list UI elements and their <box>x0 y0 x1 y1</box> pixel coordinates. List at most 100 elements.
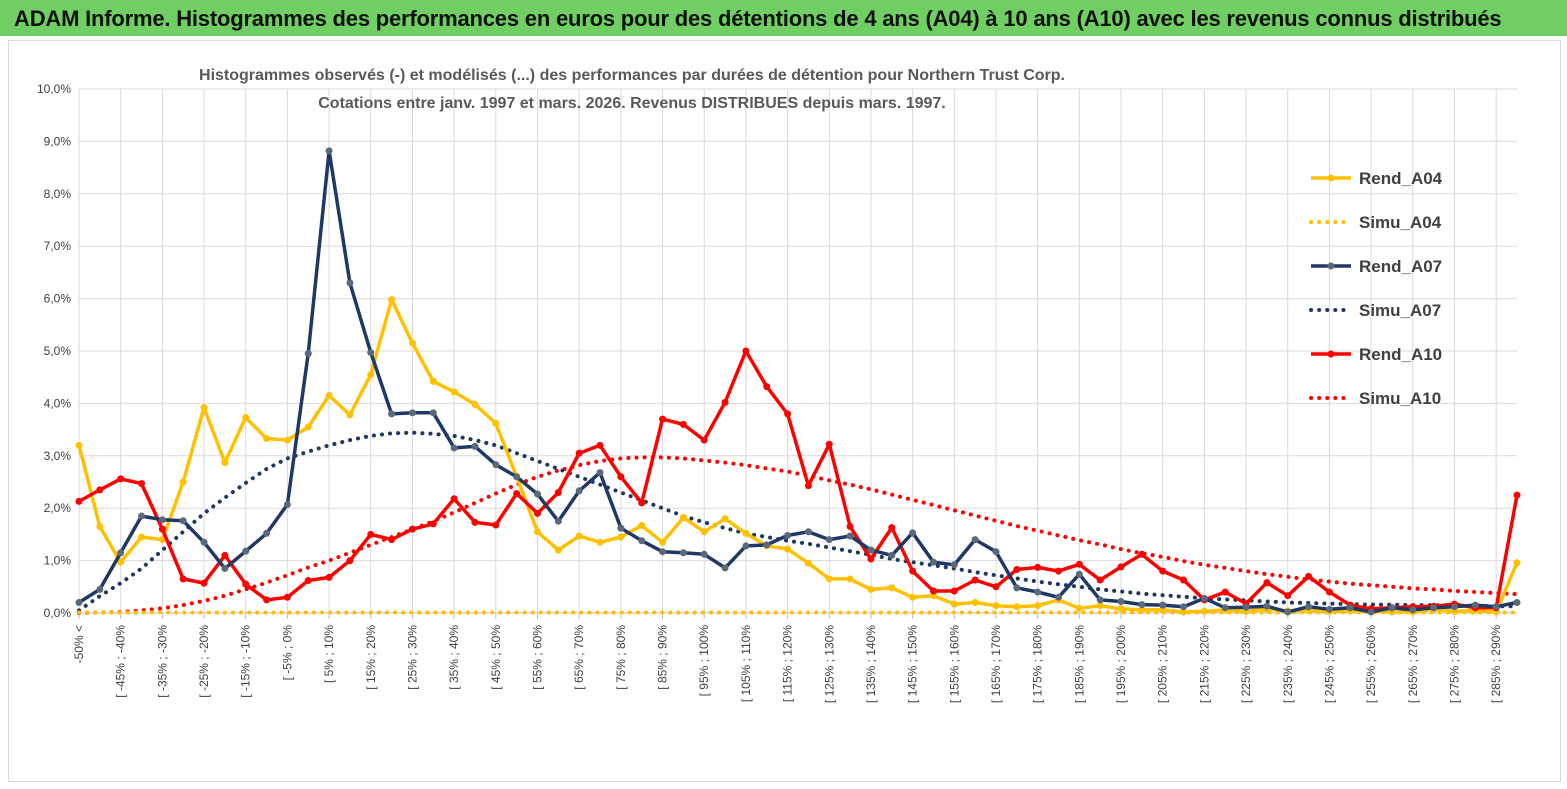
y-tick-label: 9,0% <box>44 134 72 148</box>
legend-marker <box>1327 174 1335 182</box>
data-point <box>846 523 854 531</box>
legend-label: Simu_A07 <box>1359 301 1441 320</box>
y-tick-label: 4,0% <box>44 396 72 410</box>
data-point <box>909 529 917 537</box>
data-point <box>450 495 458 503</box>
data-point <box>283 436 291 444</box>
data-point <box>221 551 229 559</box>
data-point <box>1471 601 1479 609</box>
data-point <box>742 347 750 355</box>
data-point <box>179 478 187 486</box>
data-point <box>1075 604 1083 612</box>
x-tick-label: [ 235% ; 240% <box>1281 625 1295 703</box>
legend-label: Rend_A07 <box>1359 257 1442 276</box>
data-point <box>221 459 229 467</box>
x-tick-label: [ 175% ; 180% <box>1031 625 1045 703</box>
data-point <box>804 482 812 490</box>
data-point <box>1242 603 1250 611</box>
data-point <box>304 350 312 358</box>
data-point <box>75 599 83 607</box>
data-point <box>138 533 146 541</box>
y-tick-label: 7,0% <box>44 239 72 253</box>
legend: Rend_A04 Simu_A04 Rend_A07 Simu_A07 Rend_A10… <box>1309 169 1443 408</box>
data-point <box>596 441 604 449</box>
data-point <box>242 580 250 588</box>
data-point <box>1180 603 1188 611</box>
data-point <box>1096 576 1104 584</box>
x-tick-label: [ 35% ; 40% <box>447 625 461 690</box>
data-point <box>325 573 333 581</box>
x-tick-label: [ 225% ; 230% <box>1239 625 1253 703</box>
x-tick-label: [ 95% ; 100% <box>697 625 711 697</box>
data-point <box>950 561 958 569</box>
data-point <box>158 536 166 544</box>
x-tick-label: [ 125% ; 130% <box>822 625 836 703</box>
data-point <box>1055 593 1063 601</box>
y-tick-label: 2,0% <box>44 501 72 515</box>
data-point <box>888 524 896 532</box>
data-point <box>763 541 771 549</box>
data-point <box>679 549 687 557</box>
data-point <box>575 532 583 540</box>
data-point <box>992 548 1000 556</box>
data-point <box>1513 491 1521 499</box>
data-point <box>138 512 146 520</box>
data-point <box>1138 606 1146 614</box>
data-point <box>929 587 937 595</box>
legend-item: Rend_A07 <box>1311 257 1442 276</box>
series-line <box>77 430 1519 613</box>
data-point <box>75 497 83 505</box>
chart-frame: 0,0% 1,0% 2,0% 3,0% 4,0% 5,0% 6,0% 7,0% 8,0% 9,0%… <box>8 40 1561 782</box>
data-point <box>533 509 541 517</box>
x-tick-label: [ -25% ; -20% <box>197 625 211 698</box>
data-point <box>283 501 291 509</box>
data-point <box>784 545 792 553</box>
data-point <box>471 518 479 526</box>
x-tick-label: [ 155% ; 160% <box>947 625 961 703</box>
legend-label: Rend_A04 <box>1359 169 1443 188</box>
data-point <box>1013 584 1021 592</box>
data-point <box>1513 599 1521 607</box>
data-point <box>408 525 416 533</box>
y-tick-label: 8,0% <box>44 187 72 201</box>
data-point <box>909 593 917 601</box>
data-point <box>617 533 625 541</box>
data-point <box>1117 563 1125 571</box>
data-point <box>1450 603 1458 611</box>
data-point <box>721 398 729 406</box>
data-point <box>117 549 125 557</box>
legend-item: Rend_A10 <box>1311 345 1442 364</box>
series-line <box>78 349 1519 611</box>
data-point <box>1034 563 1042 571</box>
data-point <box>513 490 521 498</box>
data-point <box>96 585 104 593</box>
data-point <box>346 411 354 419</box>
series-line <box>78 149 1518 614</box>
data-point <box>575 487 583 495</box>
data-point <box>304 423 312 431</box>
data-point <box>450 388 458 396</box>
data-point <box>179 517 187 525</box>
data-point <box>992 602 1000 610</box>
data-point <box>408 339 416 347</box>
data-point <box>408 409 416 417</box>
data-point <box>1346 604 1354 612</box>
data-point <box>1325 605 1333 613</box>
legend-label: Simu_A10 <box>1359 389 1441 408</box>
data-point <box>1013 566 1021 574</box>
data-point <box>575 449 583 457</box>
data-point <box>1138 550 1146 558</box>
data-point <box>471 400 479 408</box>
data-point <box>1263 579 1271 587</box>
x-tick-label: [ 15% ; 20% <box>364 625 378 690</box>
y-tick-label: 5,0% <box>44 344 72 358</box>
axes: 0,0% 1,0% 2,0% 3,0% 4,0% 5,0% 6,0% 7,0% 8,0% 9,0%… <box>37 82 1517 703</box>
data-point <box>367 349 375 357</box>
x-tick-label: [ 75% ; 80% <box>614 625 628 690</box>
data-point <box>1221 604 1229 612</box>
data-point <box>75 441 83 449</box>
data-point <box>1284 592 1292 600</box>
x-tick-label: [ 115% ; 120% <box>781 625 795 702</box>
data-point <box>679 420 687 428</box>
x-tick-label: [ -5% ; 0% <box>280 625 294 681</box>
